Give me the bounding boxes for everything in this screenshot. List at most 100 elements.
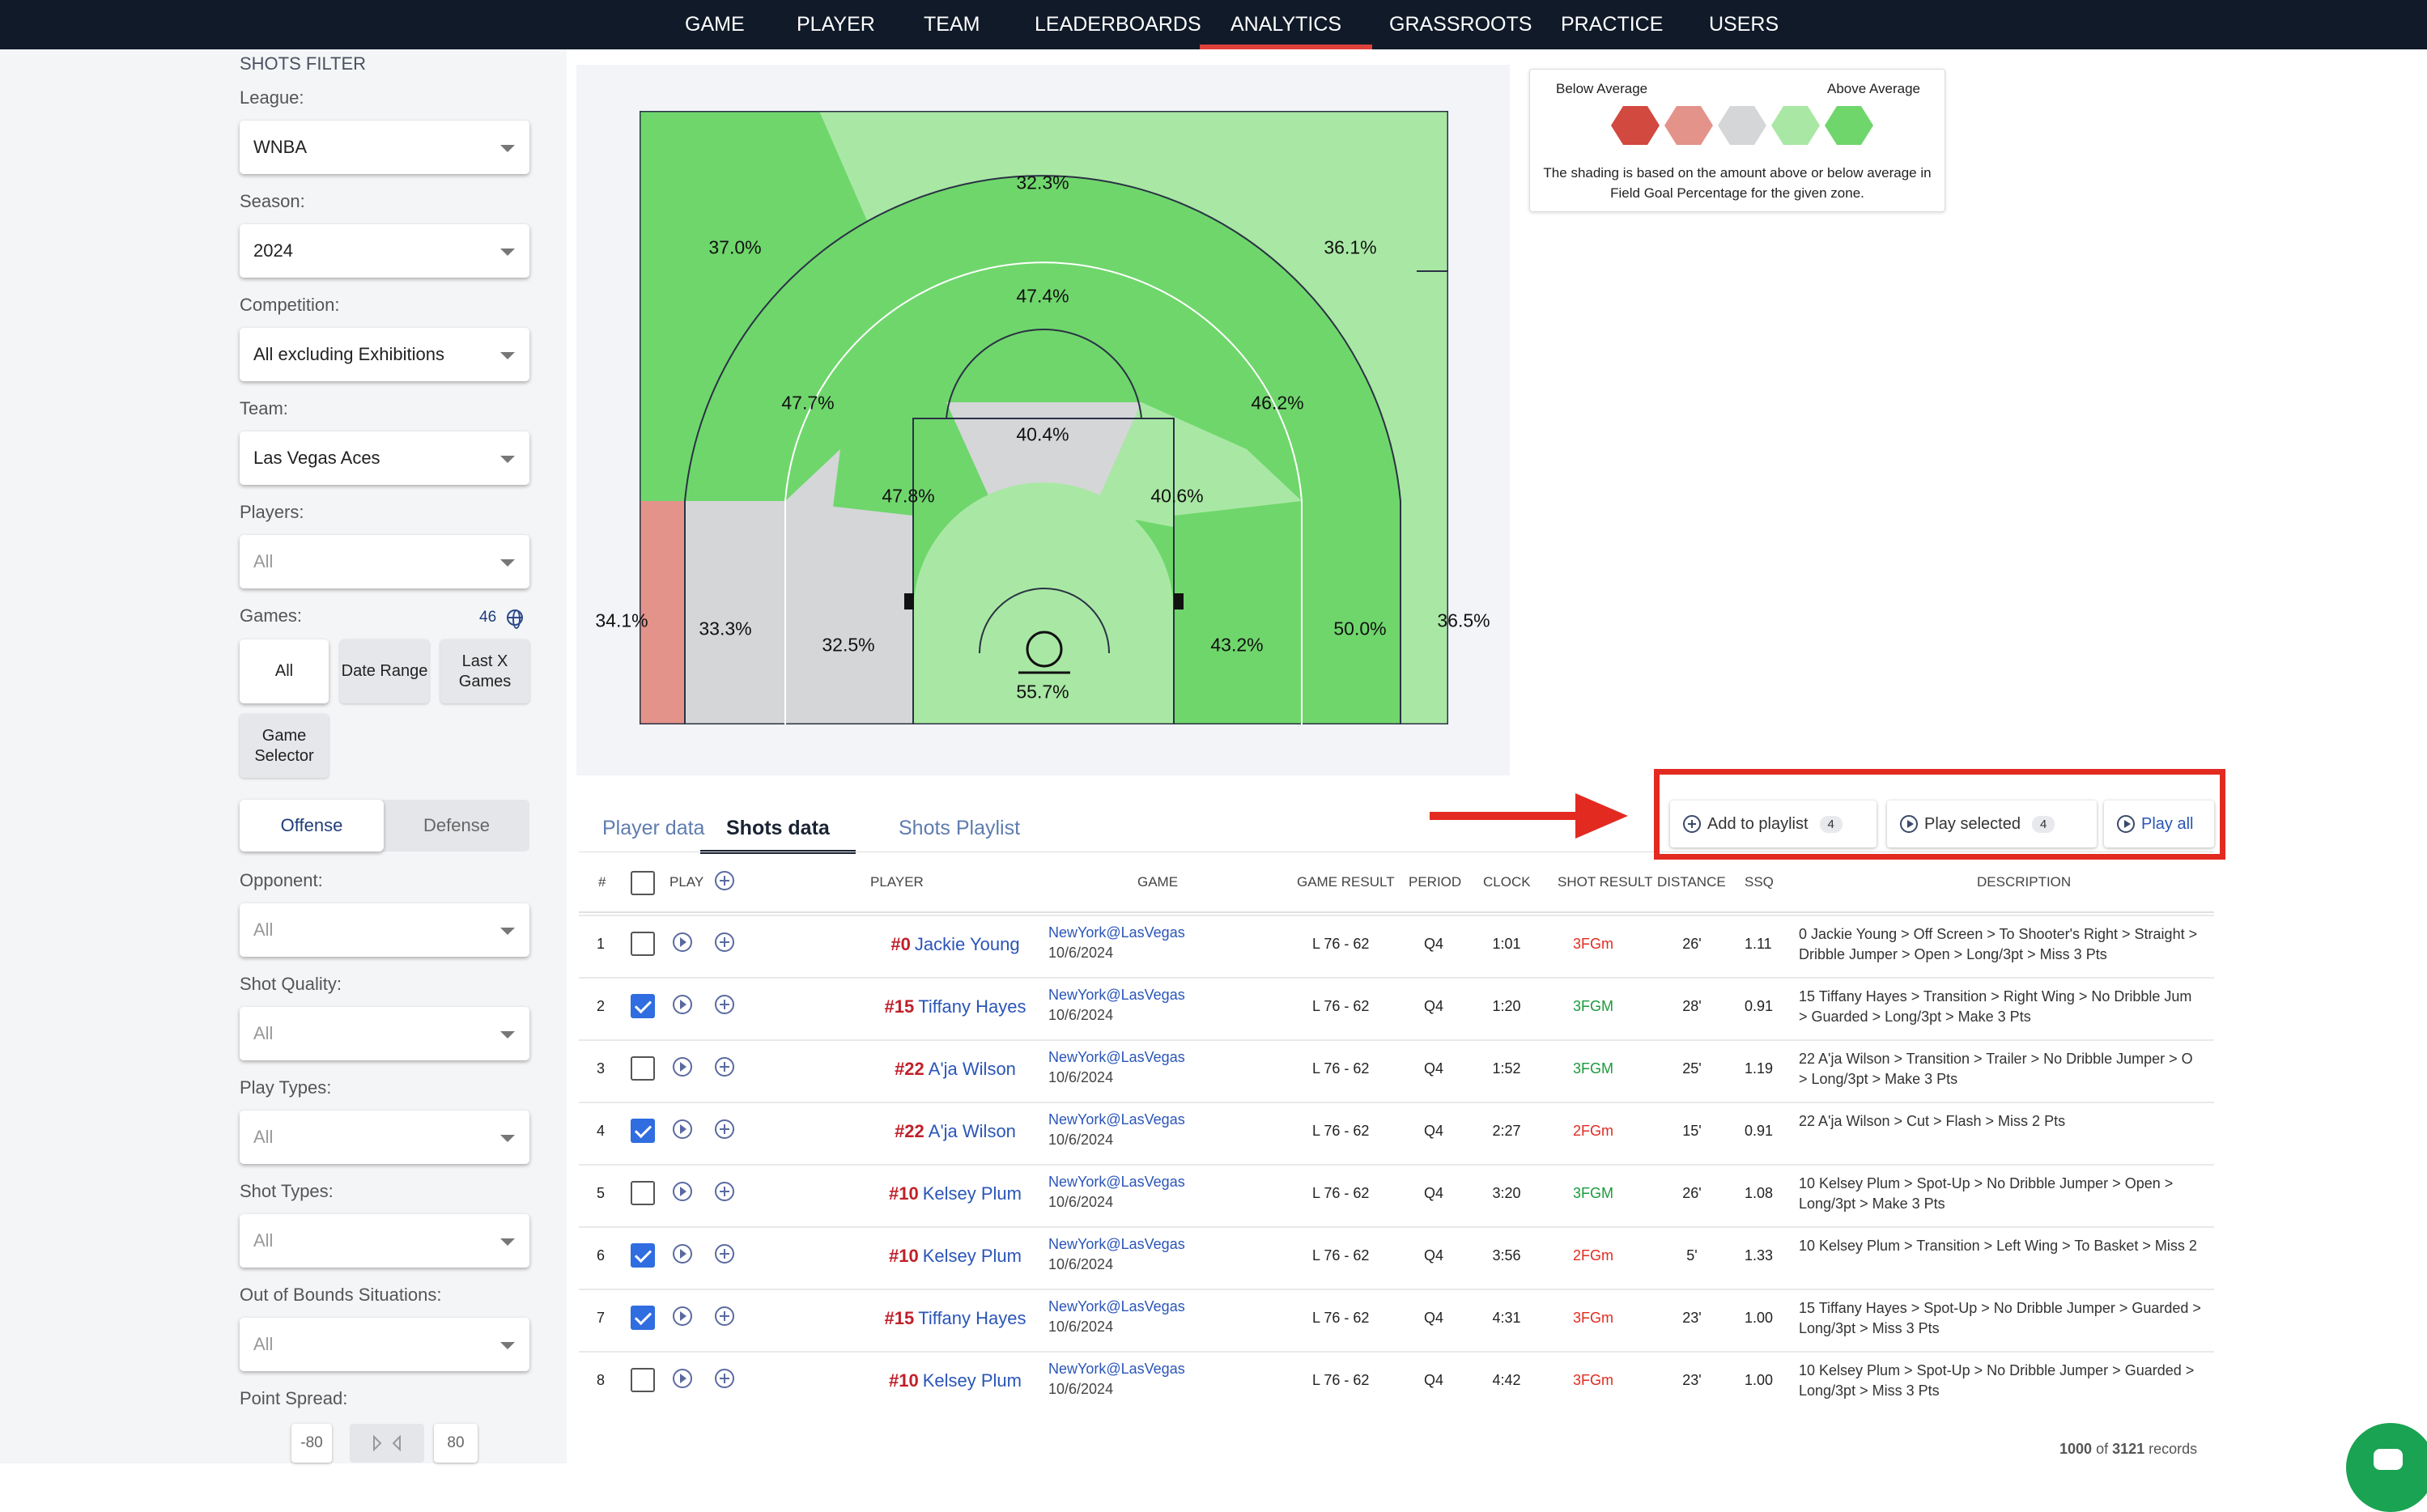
point-spread-max-input[interactable]: 80 [434, 1424, 478, 1463]
league-select[interactable]: WNBA [240, 121, 529, 174]
team-select[interactable]: Las Vegas Aces [240, 431, 529, 485]
game-link[interactable]: NewYork@LasVegas [1048, 924, 1185, 941]
player-name[interactable]: Tiffany Hayes [918, 1308, 1026, 1328]
point-spread-slider[interactable] [350, 1424, 424, 1463]
player-cell[interactable]: #15 Tiffany Hayes [846, 996, 1065, 1017]
games-date-range-button[interactable]: Date Range [340, 639, 429, 703]
games-all-button[interactable]: All [240, 639, 329, 703]
nav-practice[interactable]: PRACTICE [1561, 13, 1664, 36]
nav-player[interactable]: PLAYER [797, 13, 875, 36]
game-link[interactable]: NewYork@LasVegas [1048, 1361, 1185, 1377]
defense-button[interactable]: Defense [423, 815, 490, 835]
row-checkbox[interactable] [631, 994, 655, 1018]
add-to-playlist-icon[interactable] [715, 1244, 734, 1264]
player-cell[interactable]: #10 Kelsey Plum [846, 1246, 1065, 1267]
row-checkbox[interactable] [631, 1119, 655, 1143]
add-to-playlist-icon[interactable] [715, 1119, 734, 1139]
row-checkbox[interactable] [631, 932, 655, 956]
tab-shots-playlist[interactable]: Shots Playlist [899, 817, 1021, 839]
col-clock[interactable]: CLOCK [1483, 874, 1531, 890]
play-types-select[interactable]: All [240, 1111, 529, 1164]
col-distance[interactable]: DISTANCE [1657, 874, 1726, 890]
table-row[interactable]: 8 #10 Kelsey Plum NewYork@LasVegas 10/6/202… [579, 1351, 2214, 1409]
offense-button[interactable]: Offense [240, 800, 384, 852]
select-all-checkbox[interactable] [631, 871, 655, 895]
games-last-x-button[interactable]: Last X Games [440, 639, 529, 703]
player-name[interactable]: Kelsey Plum [922, 1246, 1022, 1266]
player-name[interactable]: A'ja Wilson [928, 1121, 1016, 1141]
shot-quality-select[interactable]: All [240, 1007, 529, 1060]
play-icon[interactable] [673, 995, 692, 1014]
competition-select[interactable]: All excluding Exhibitions [240, 328, 529, 381]
row-checkbox[interactable] [631, 1306, 655, 1330]
add-to-playlist-icon[interactable] [715, 1369, 734, 1388]
table-row[interactable]: 4 #22 A'ja Wilson NewYork@LasVegas 10/6/202… [579, 1102, 2214, 1160]
col-ssq[interactable]: SSQ [1745, 874, 1774, 890]
row-checkbox[interactable] [631, 1368, 655, 1392]
row-checkbox[interactable] [631, 1056, 655, 1081]
game-link[interactable]: NewYork@LasVegas [1048, 1236, 1185, 1252]
game-link[interactable]: NewYork@LasVegas [1048, 987, 1185, 1003]
player-name[interactable]: Jackie Young [914, 934, 1020, 954]
nav-grassroots[interactable]: GRASSROOTS [1389, 13, 1532, 36]
add-to-playlist-icon[interactable] [715, 1057, 734, 1077]
col-shot-result[interactable]: SHOT RESULT [1558, 874, 1653, 890]
add-to-playlist-icon[interactable] [715, 995, 734, 1014]
play-icon[interactable] [673, 1119, 692, 1139]
player-cell[interactable]: #22 A'ja Wilson [846, 1059, 1065, 1080]
play-icon[interactable] [673, 1369, 692, 1388]
add-to-playlist-icon[interactable] [715, 1306, 734, 1326]
add-all-icon[interactable] [715, 871, 734, 890]
player-name[interactable]: Tiffany Hayes [918, 996, 1026, 1017]
globe-icon[interactable] [507, 609, 523, 629]
table-row[interactable]: 6 #10 Kelsey Plum NewYork@LasVegas 10/6/202… [579, 1226, 2214, 1285]
col-player[interactable]: PLAYER [870, 874, 924, 890]
player-name[interactable]: Kelsey Plum [922, 1183, 1022, 1204]
row-checkbox[interactable] [631, 1181, 655, 1205]
opponent-select[interactable]: All [240, 903, 529, 957]
table-row[interactable]: 3 #22 A'ja Wilson NewYork@LasVegas 10/6/202… [579, 1039, 2214, 1098]
play-icon[interactable] [673, 1244, 692, 1264]
table-row[interactable]: 2 #15 Tiffany Hayes NewYork@LasVegas 10/6/2… [579, 977, 2214, 1035]
player-cell[interactable]: #15 Tiffany Hayes [846, 1308, 1065, 1329]
col-game-result[interactable]: GAME RESULT [1297, 874, 1395, 890]
nav-game[interactable]: GAME [685, 13, 745, 36]
row-checkbox[interactable] [631, 1243, 655, 1268]
player-cell[interactable]: #22 A'ja Wilson [846, 1121, 1065, 1142]
player-name[interactable]: Kelsey Plum [922, 1370, 1022, 1391]
add-to-playlist-button[interactable]: Add to playlist 4 [1670, 801, 1877, 847]
players-select[interactable]: All [240, 535, 529, 588]
chat-button[interactable] [2346, 1423, 2427, 1512]
shot-types-select[interactable]: All [240, 1214, 529, 1268]
play-all-button[interactable]: Play all [2104, 801, 2214, 847]
table-row[interactable]: 5 #10 Kelsey Plum NewYork@LasVegas 10/6/202… [579, 1164, 2214, 1222]
play-selected-button[interactable]: Play selected 4 [1887, 801, 2097, 847]
nav-analytics[interactable]: ANALYTICS [1199, 0, 1373, 49]
oob-select[interactable]: All [240, 1318, 529, 1371]
point-spread-min-input[interactable]: -80 [291, 1424, 332, 1463]
play-icon[interactable] [673, 1306, 692, 1326]
player-name[interactable]: A'ja Wilson [928, 1059, 1016, 1079]
play-icon[interactable] [673, 932, 692, 952]
add-to-playlist-icon[interactable] [715, 1182, 734, 1201]
nav-users[interactable]: USERS [1709, 13, 1779, 36]
col-description[interactable]: DESCRIPTION [1977, 874, 2072, 890]
play-icon[interactable] [673, 1057, 692, 1077]
games-selector-button[interactable]: Game Selector [240, 714, 329, 778]
game-link[interactable]: NewYork@LasVegas [1048, 1174, 1185, 1190]
nav-team[interactable]: TEAM [924, 13, 980, 36]
season-select[interactable]: 2024 [240, 224, 529, 278]
game-link[interactable]: NewYork@LasVegas [1048, 1298, 1185, 1315]
play-icon[interactable] [673, 1182, 692, 1201]
player-cell[interactable]: #0 Jackie Young [846, 934, 1065, 955]
table-row[interactable]: 7 #15 Tiffany Hayes NewYork@LasVegas 10/6/2… [579, 1289, 2214, 1347]
add-to-playlist-icon[interactable] [715, 932, 734, 952]
player-cell[interactable]: #10 Kelsey Plum [846, 1183, 1065, 1204]
nav-leaderboards[interactable]: LEADERBOARDS [1035, 13, 1201, 36]
player-cell[interactable]: #10 Kelsey Plum [846, 1370, 1065, 1391]
tab-player-data[interactable]: Player data [602, 817, 705, 839]
col-game[interactable]: GAME [1137, 874, 1179, 890]
table-row[interactable]: 1 #0 Jackie Young NewYork@LasVegas 10/6/202… [579, 915, 2214, 973]
col-period[interactable]: PERIOD [1409, 874, 1462, 890]
game-link[interactable]: NewYork@LasVegas [1048, 1111, 1185, 1128]
